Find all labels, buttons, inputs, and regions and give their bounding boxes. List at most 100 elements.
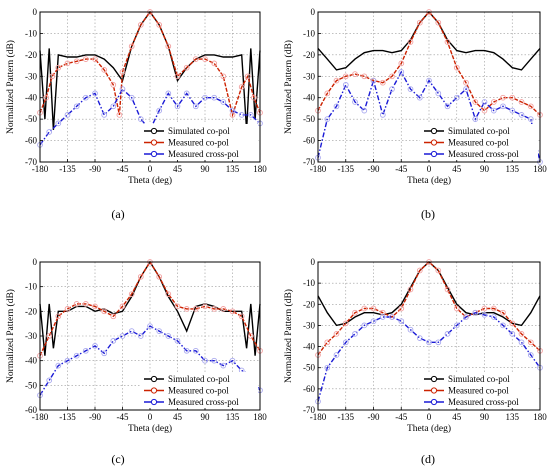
data-point-measured-cross [379, 314, 386, 320]
data-point-measured-cross [463, 314, 469, 320]
data-point-measured-co [183, 64, 190, 71]
x-tick-label: 135 [226, 412, 240, 422]
data-point-measured-cross [211, 357, 218, 364]
y-tick-label: -30 [303, 71, 315, 81]
data-point-measured-co [481, 107, 488, 114]
data-point-measured-co [156, 273, 163, 280]
legend-label: Measured co-pol [168, 386, 229, 396]
x-tick-label: -45 [117, 164, 129, 174]
data-point-measured-co [435, 267, 442, 274]
data-point-measured-cross [435, 339, 442, 346]
y-tick-label: 0 [311, 7, 316, 17]
x-tick-label: -135 [338, 412, 355, 422]
data-point-measured-cross [64, 357, 71, 364]
panel-label: (a) [111, 207, 124, 221]
legend-marker-measured-cross [430, 398, 438, 406]
data-point-measured-cross [238, 112, 245, 118]
data-point-measured-co [342, 73, 349, 80]
legend-label: Measured cross-pol [448, 149, 519, 159]
x-tick-label: 135 [506, 412, 520, 422]
data-point-measured-cross [247, 112, 254, 118]
data-point-measured-co [229, 112, 236, 118]
data-point-measured-cross [509, 107, 516, 114]
data-point-measured-co [174, 303, 181, 310]
legend-marker-measured-co [430, 139, 438, 146]
data-point-measured-cross [500, 322, 506, 329]
data-point-measured-co [220, 306, 227, 312]
data-point-measured-cross [444, 331, 451, 337]
x-tick-label: 90 [480, 412, 490, 422]
data-point-measured-co [481, 305, 488, 312]
data-point-measured-co [389, 73, 395, 80]
data-point-measured-co [453, 64, 460, 71]
data-point-measured-cross [361, 322, 368, 329]
data-point-measured-co [527, 339, 534, 346]
x-tick-label: 180 [253, 164, 267, 174]
data-point-measured-cross [202, 94, 208, 101]
y-tick-label: -30 [25, 331, 37, 341]
x-tick-label: -180 [310, 412, 327, 422]
y-tick-label: -40 [303, 342, 315, 352]
data-point-measured-co [238, 313, 245, 320]
legend: Simulated co-pol Measured co-polMeasured … [420, 372, 538, 408]
data-point-measured-co [490, 305, 497, 312]
chart-panel: -180 -135 -90 -45 0 45 90 135 180 0 -10 -20 -30 -40 -5… [5, 7, 267, 221]
data-point-measured-co [407, 286, 414, 293]
x-tick-label: 135 [226, 164, 240, 174]
data-point-measured-cross [370, 318, 377, 325]
data-point-measured-co [490, 99, 497, 105]
panel-label: (b) [421, 207, 435, 221]
data-point-measured-cross [333, 103, 340, 110]
x-tick-label: 0 [148, 164, 153, 174]
data-point-measured-cross [137, 116, 144, 122]
data-point-measured-cross [379, 112, 386, 118]
x-tick-label: -135 [59, 164, 76, 174]
x-tick-label: 45 [173, 412, 183, 422]
data-point-measured-co [110, 82, 117, 88]
y-tick-label: -50 [303, 363, 315, 373]
data-point-measured-cross [426, 77, 432, 84]
data-point-measured-cross [128, 328, 135, 334]
data-point-measured-co [211, 60, 218, 67]
data-point-measured-co [324, 90, 331, 97]
data-point-measured-co [220, 73, 227, 80]
legend-marker-simulated [430, 127, 438, 135]
y-tick-label: -40 [25, 93, 37, 103]
data-point-measured-co [110, 313, 117, 320]
y-tick-label: -60 [25, 136, 37, 146]
series-line-measured-co [317, 10, 541, 116]
chart-panel: -180 -135 -90 -45 0 45 90 135 180 0 -10 -20 -30 -40 -5… [283, 257, 547, 466]
legend: Simulated co-pol Measured co-polMeasured … [420, 124, 538, 160]
y-tick-label: -30 [303, 320, 315, 330]
data-point-measured-co [73, 58, 80, 65]
data-point-measured-cross [46, 129, 53, 135]
x-tick-label: -45 [395, 412, 407, 422]
data-point-measured-cross [398, 69, 405, 75]
data-point-measured-co [46, 333, 53, 339]
y-tick-label: -10 [25, 282, 37, 292]
data-point-measured-co [238, 84, 245, 90]
legend: Simulated co-pol Measured co-polMeasured … [140, 124, 258, 160]
chart-panel: -180 -135 -90 -45 0 45 90 135 180 0 -10 -20 -30 -40 -5… [283, 7, 547, 221]
data-point-measured-cross [342, 82, 349, 88]
data-point-measured-co [244, 73, 251, 80]
y-tick-label: -10 [25, 28, 37, 38]
data-point-measured-co [352, 309, 358, 316]
data-point-measured-co [55, 313, 62, 320]
data-point-measured-co [518, 331, 525, 337]
data-point-measured-co [407, 39, 414, 45]
x-axis-label: Theta (deg) [128, 423, 172, 434]
series-line-measured-cross [317, 70, 541, 163]
data-point-measured-co [435, 19, 442, 26]
data-point-measured-co [370, 305, 377, 312]
data-point-measured-co [527, 103, 534, 110]
data-point-measured-cross [407, 86, 414, 92]
data-point-measured-co [229, 308, 236, 315]
y-tick-label: -10 [303, 28, 315, 38]
data-point-measured-co [509, 94, 516, 101]
x-tick-label: -45 [395, 164, 407, 174]
x-tick-label: -90 [89, 164, 101, 174]
y-tick-label: -40 [303, 93, 315, 103]
data-point-measured-cross [82, 347, 89, 354]
data-point-measured-cross [165, 90, 172, 97]
